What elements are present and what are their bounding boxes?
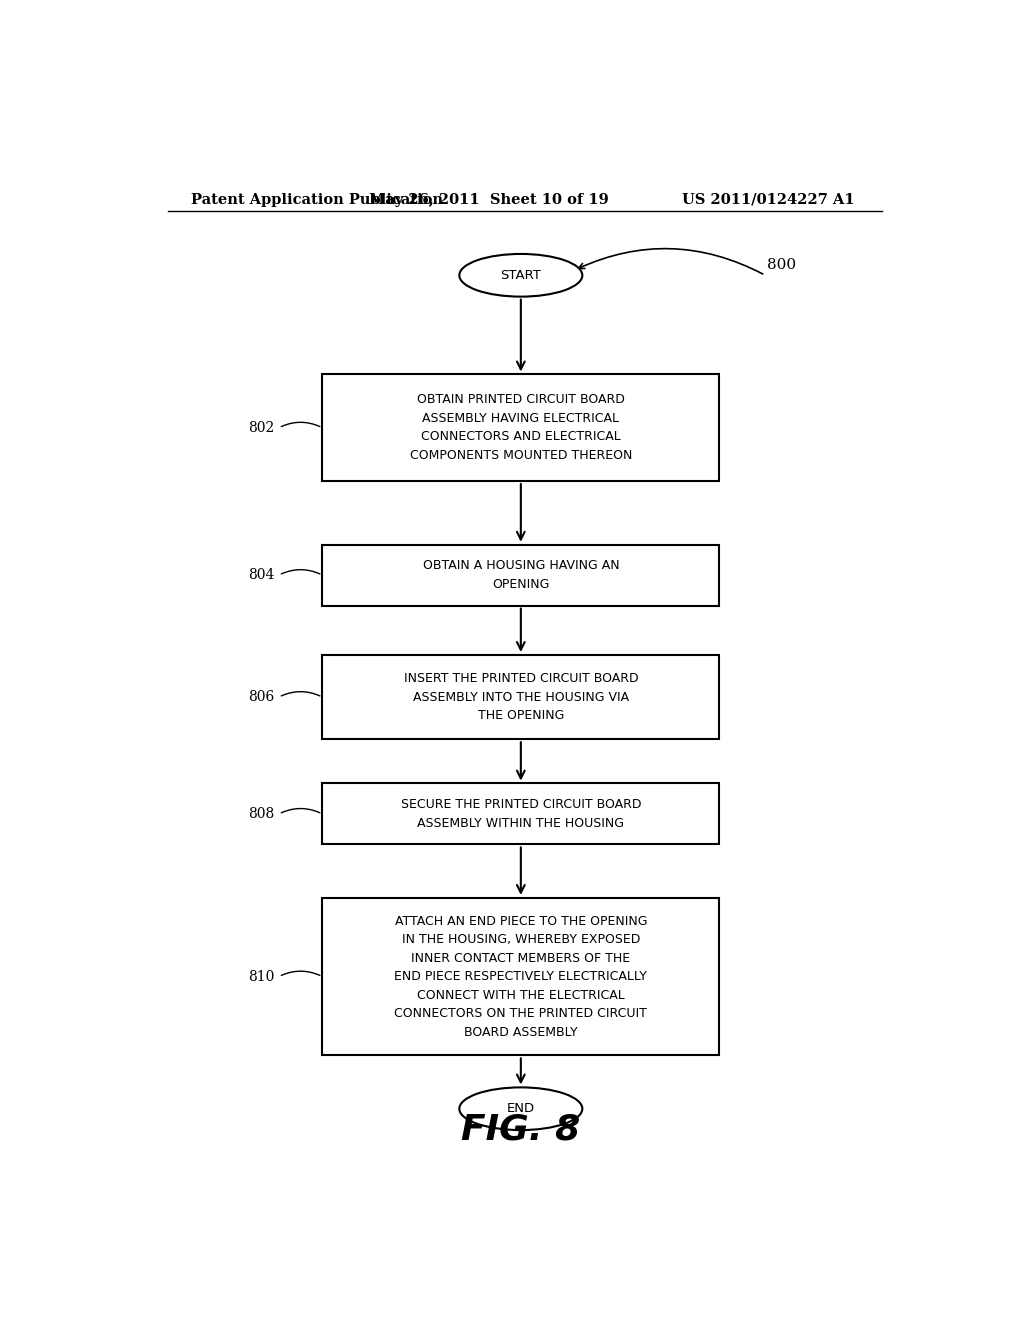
Text: 806: 806: [249, 690, 274, 704]
Text: 800: 800: [767, 259, 796, 272]
Text: ATTACH AN END PIECE TO THE OPENING
IN THE HOUSING, WHEREBY EXPOSED
INNER CONTACT: ATTACH AN END PIECE TO THE OPENING IN TH…: [394, 915, 647, 1039]
Text: FIG. 8: FIG. 8: [461, 1113, 581, 1146]
Text: END: END: [507, 1102, 535, 1115]
Text: SECURE THE PRINTED CIRCUIT BOARD
ASSEMBLY WITHIN THE HOUSING: SECURE THE PRINTED CIRCUIT BOARD ASSEMBL…: [400, 799, 641, 830]
Text: Patent Application Publication: Patent Application Publication: [191, 193, 443, 207]
Text: 802: 802: [249, 421, 274, 434]
Text: OBTAIN A HOUSING HAVING AN
OPENING: OBTAIN A HOUSING HAVING AN OPENING: [423, 560, 620, 591]
Bar: [323, 375, 719, 480]
Bar: [323, 784, 719, 845]
Text: 804: 804: [249, 568, 274, 582]
Bar: [323, 898, 719, 1056]
Text: US 2011/0124227 A1: US 2011/0124227 A1: [682, 193, 854, 207]
Text: OBTAIN PRINTED CIRCUIT BOARD
ASSEMBLY HAVING ELECTRICAL
CONNECTORS AND ELECTRICA: OBTAIN PRINTED CIRCUIT BOARD ASSEMBLY HA…: [410, 393, 632, 462]
Text: START: START: [501, 269, 542, 281]
Bar: [323, 545, 719, 606]
Text: 810: 810: [249, 970, 274, 983]
Bar: [323, 655, 719, 739]
Text: INSERT THE PRINTED CIRCUIT BOARD
ASSEMBLY INTO THE HOUSING VIA
THE OPENING: INSERT THE PRINTED CIRCUIT BOARD ASSEMBL…: [403, 672, 638, 722]
Text: 808: 808: [249, 807, 274, 821]
Text: May 26, 2011  Sheet 10 of 19: May 26, 2011 Sheet 10 of 19: [370, 193, 609, 207]
